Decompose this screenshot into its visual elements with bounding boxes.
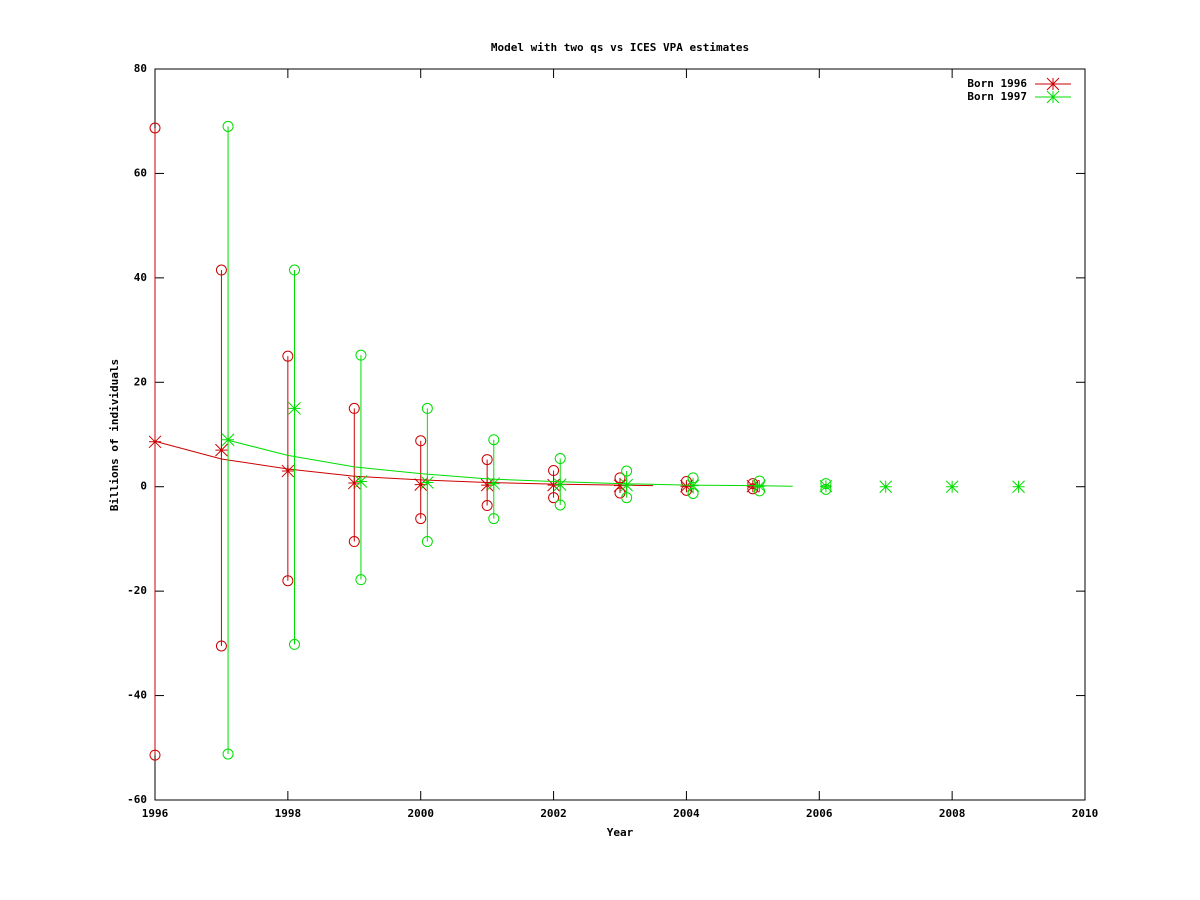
x-tick-label: 2006 bbox=[806, 807, 833, 820]
error-bound bbox=[149, 122, 161, 134]
y-axis-label: Billions of individuals bbox=[108, 359, 121, 511]
point-marker bbox=[753, 479, 766, 493]
point-marker bbox=[281, 464, 295, 478]
point-marker bbox=[347, 476, 361, 490]
error-bound bbox=[421, 402, 433, 414]
point-marker bbox=[945, 480, 959, 494]
model-curve bbox=[154, 440, 654, 487]
legend-label: Born 1997 bbox=[967, 90, 1027, 103]
model-curve bbox=[227, 439, 793, 487]
error-bound bbox=[415, 513, 427, 525]
chart-title: Model with two qs vs ICES VPA estimates bbox=[491, 41, 749, 54]
error-bound bbox=[222, 120, 234, 132]
error-bound bbox=[488, 434, 500, 446]
x-tick-label: 1996 bbox=[142, 807, 169, 820]
error-bound bbox=[149, 749, 161, 761]
y-tick-label: 20 bbox=[134, 375, 147, 388]
y-tick-label: -60 bbox=[127, 793, 147, 806]
legend-marker bbox=[1046, 90, 1060, 104]
point-marker bbox=[819, 479, 833, 493]
error-bound bbox=[222, 748, 234, 760]
point-marker bbox=[686, 479, 700, 493]
error-bound bbox=[554, 499, 566, 511]
error-bound bbox=[348, 536, 360, 548]
y-tick-label: 80 bbox=[134, 62, 147, 75]
point-marker bbox=[480, 478, 494, 492]
point-marker bbox=[879, 480, 893, 494]
error-bound bbox=[289, 264, 300, 276]
point-marker bbox=[746, 479, 760, 493]
error-bound bbox=[548, 492, 560, 504]
point-marker bbox=[487, 477, 501, 490]
error-bound bbox=[282, 575, 294, 587]
point-marker bbox=[221, 433, 235, 447]
x-tick-label: 2004 bbox=[673, 807, 700, 820]
point-marker bbox=[421, 476, 434, 489]
error-bound bbox=[621, 465, 633, 477]
point-marker bbox=[1012, 480, 1025, 494]
error-bound bbox=[481, 500, 493, 512]
y-tick-label: 0 bbox=[140, 480, 147, 493]
point-marker bbox=[414, 478, 428, 491]
point-marker bbox=[288, 402, 301, 415]
error-bound bbox=[488, 513, 500, 525]
error-bound bbox=[481, 454, 493, 466]
point-marker bbox=[680, 479, 693, 493]
legend-label: Born 1996 bbox=[967, 77, 1027, 90]
point-marker bbox=[547, 478, 560, 492]
y-tick-label: 40 bbox=[134, 271, 147, 284]
point-marker bbox=[354, 475, 368, 488]
x-tick-label: 2008 bbox=[939, 807, 966, 820]
error-bound bbox=[348, 402, 360, 414]
error-bound bbox=[215, 640, 227, 652]
point-marker bbox=[215, 443, 228, 457]
y-tick-label: -20 bbox=[127, 584, 147, 597]
error-bound bbox=[621, 492, 633, 504]
point-marker bbox=[148, 435, 162, 449]
error-bound bbox=[421, 536, 433, 548]
point-marker bbox=[613, 479, 627, 493]
point-marker bbox=[553, 478, 567, 491]
x-tick-label: 2002 bbox=[540, 807, 567, 820]
error-bound bbox=[548, 465, 560, 477]
error-bound bbox=[355, 574, 367, 586]
error-bound bbox=[215, 264, 227, 276]
x-tick-label: 1998 bbox=[275, 807, 302, 820]
error-bound bbox=[554, 453, 566, 465]
error-bound bbox=[289, 638, 300, 650]
x-tick-label: 2000 bbox=[407, 807, 434, 820]
error-bound bbox=[282, 350, 294, 362]
legend-marker bbox=[1046, 77, 1060, 91]
point-marker bbox=[620, 478, 633, 492]
error-bound bbox=[355, 349, 367, 361]
y-tick-label: 60 bbox=[134, 166, 147, 179]
x-tick-label: 2010 bbox=[1072, 807, 1099, 820]
y-tick-label: -40 bbox=[127, 689, 147, 702]
error-bound bbox=[415, 435, 427, 447]
x-axis-label: Year bbox=[607, 826, 634, 839]
